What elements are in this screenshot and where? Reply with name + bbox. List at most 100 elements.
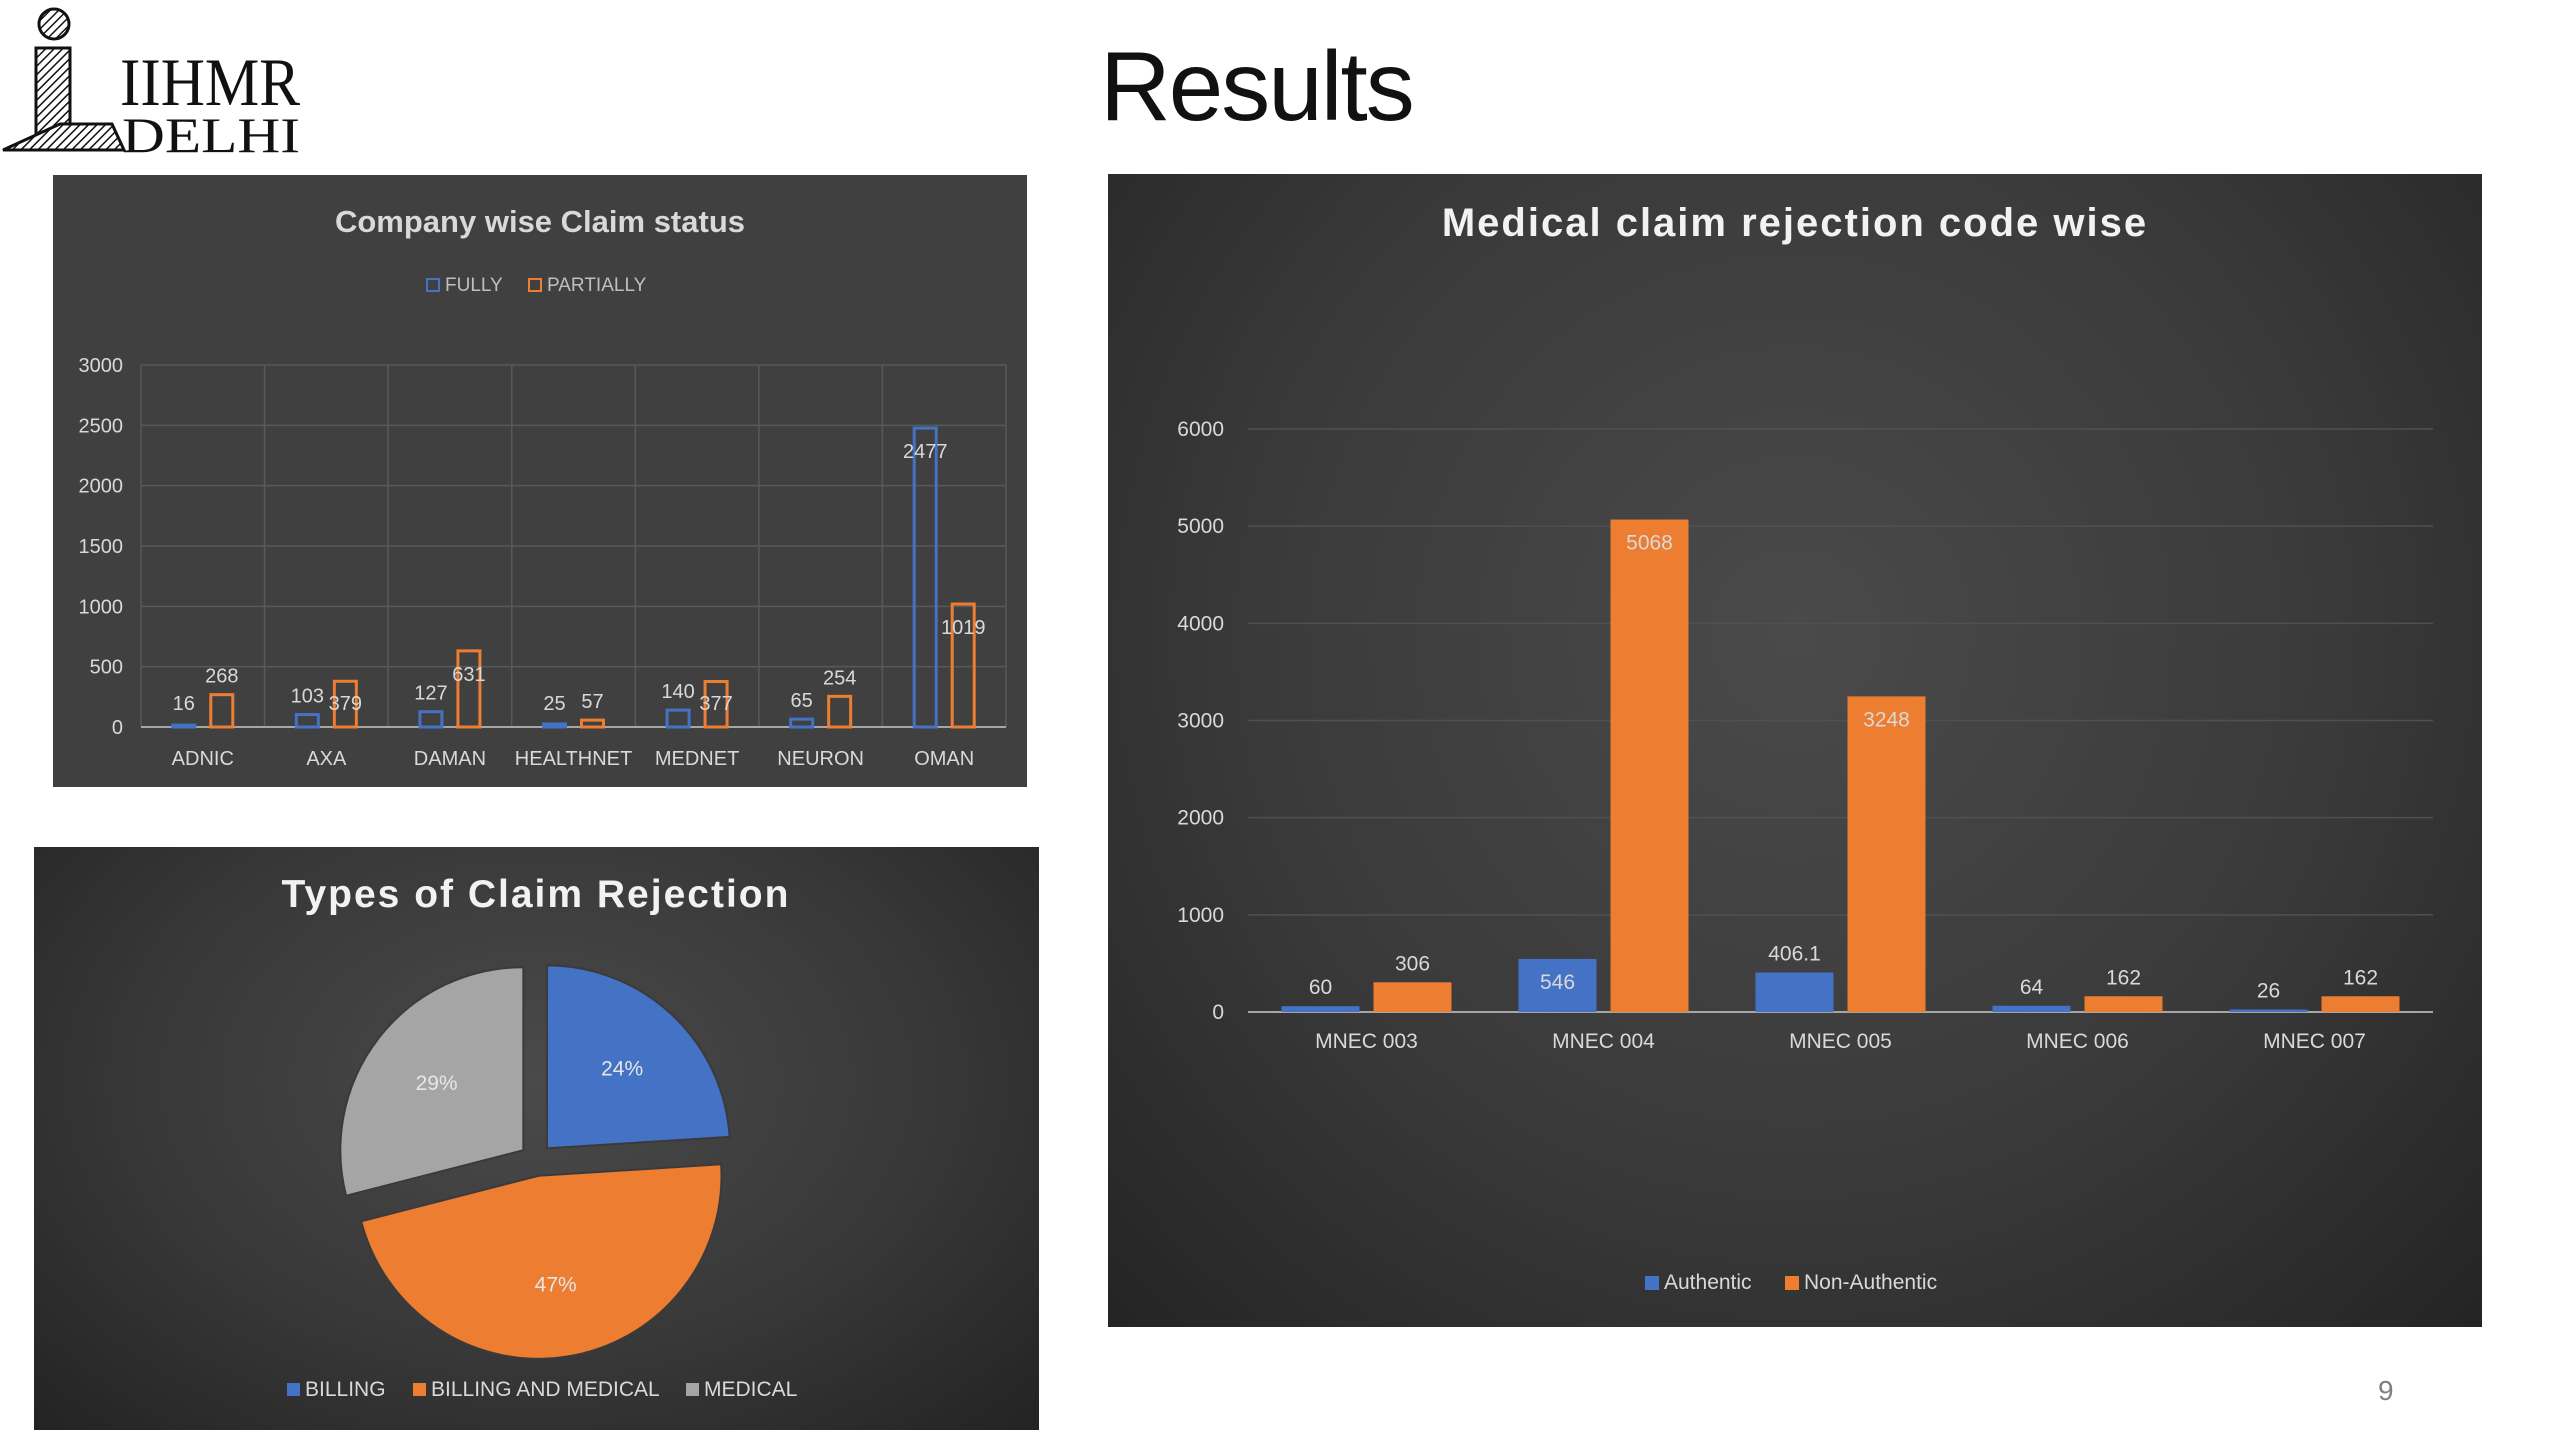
data-label: 1019: [941, 617, 986, 639]
legend-swatch-billing: [287, 1383, 300, 1396]
legend-swatch-medical: [686, 1383, 699, 1396]
bar-fully-healthnet: [542, 722, 567, 729]
y-tick-label: 3000: [1177, 710, 1224, 733]
bar-fully-daman: [418, 710, 444, 729]
legend-label-non-authentic: Non-Authentic: [1804, 1271, 1937, 1294]
data-label: 140: [661, 681, 694, 703]
data-label: 64: [2020, 976, 2044, 999]
data-label: 162: [2106, 966, 2141, 989]
bar-fully-adnic: [171, 723, 197, 729]
legend-label-billing-and-medical: BILLING AND MEDICAL: [431, 1378, 660, 1401]
legend: Authentic Non-Authentic: [1645, 1271, 1937, 1294]
data-label: 127: [414, 683, 447, 705]
data-label: 65: [791, 690, 813, 712]
rejection-code-chart: Medical claim rejection code wise 0 1000 2…: [1108, 174, 2482, 1327]
bar-authentic-mnec-003: [1281, 1006, 1360, 1012]
slide-number: 9: [2378, 1375, 2394, 1406]
y-tick-label: 4000: [1177, 612, 1224, 635]
slice-label: 29%: [416, 1072, 458, 1095]
y-tick-label: 1000: [1177, 904, 1224, 927]
pie-slice-medical: [339, 966, 525, 1197]
slice-label: 47%: [535, 1273, 577, 1296]
chart-title: Company wise Claim status: [335, 204, 745, 239]
bar-partially-mednet: [703, 680, 729, 729]
data-label: 25: [543, 693, 565, 715]
company-claim-status-chart: Company wise Claim status FULLY PARTIALL…: [53, 175, 1027, 787]
legend-swatch-non-authentic: [1785, 1276, 1799, 1290]
bar-partially-daman: [456, 649, 482, 729]
y-tick-label: 500: [90, 657, 123, 679]
bar-partially-oman: [950, 602, 976, 729]
legend-label-medical: MEDICAL: [704, 1378, 797, 1401]
legend-swatch-partially: [528, 278, 542, 292]
y-tick-label: 2000: [79, 476, 124, 498]
bar-authentic-mnec-007: [2229, 1009, 2308, 1012]
claim-rejection-types-chart: Types of Claim Rejection 24% 47% 29% BILLI…: [34, 847, 1039, 1430]
legend: BILLING BILLING AND MEDICAL MEDICAL: [287, 1378, 797, 1401]
bar-fully-neuron: [789, 717, 815, 729]
iihmr-delhi-logo: IIHMR DELHI: [0, 0, 310, 165]
data-label: 5068: [1626, 532, 1673, 555]
bar-partially-axa: [332, 679, 358, 729]
data-label: 57: [581, 691, 603, 713]
x-tick-label: HEALTHNET: [515, 748, 632, 770]
x-tick-label: MNEC 006: [2026, 1030, 2129, 1053]
y-tick-label: 5000: [1177, 515, 1224, 538]
bar-non-authentic-mnec-003: [1373, 982, 1452, 1012]
chart-title: Types of Claim Rejection: [282, 873, 791, 916]
data-label: 377: [699, 693, 732, 715]
data-label: 268: [205, 666, 238, 688]
bar-non-authentic-mnec-005: [1847, 696, 1926, 1012]
data-label: 16: [173, 693, 195, 715]
bar-non-authentic-mnec-004: [1610, 519, 1689, 1012]
data-label: 406.1: [1768, 943, 1821, 966]
x-tick-label: NEURON: [777, 748, 864, 770]
y-tick-label: 0: [112, 717, 123, 739]
x-tick-label: MNEC 004: [1552, 1030, 1655, 1053]
y-tick-label: 3000: [79, 355, 124, 377]
legend-label-fully: FULLY: [445, 275, 503, 296]
y-tick-label: 2000: [1177, 807, 1224, 830]
data-label: 26: [2257, 979, 2280, 1002]
y-tick-label: 1000: [79, 596, 124, 618]
y-tick-label: 2500: [79, 415, 124, 437]
bar-non-authentic-mnec-006: [2084, 996, 2163, 1012]
legend-label-billing: BILLING: [305, 1378, 386, 1401]
x-tick-label: DAMAN: [414, 748, 486, 770]
data-label: 60: [1309, 976, 1332, 999]
legend: FULLY PARTIALLY: [426, 275, 647, 296]
slice-label: 24%: [601, 1057, 643, 1080]
bar-non-authentic-mnec-007: [2321, 996, 2400, 1012]
x-tick-label: MNEC 003: [1315, 1030, 1418, 1053]
bar-authentic-mnec-005: [1755, 972, 1834, 1012]
pie-slice-billing-and-medical: [360, 1163, 723, 1360]
x-tick-label: ADNIC: [172, 748, 234, 770]
x-tick-label: MNEC 005: [1789, 1030, 1892, 1053]
bar-fully-mednet: [665, 708, 691, 729]
bar-partially-healthnet: [580, 718, 605, 729]
page-title: Results: [1100, 31, 1415, 141]
bar-partially-neuron: [827, 694, 853, 729]
chart-title: Medical claim rejection code wise: [1442, 201, 2148, 245]
data-label: 379: [329, 693, 362, 715]
data-label: 631: [452, 664, 485, 686]
data-label: 3248: [1863, 708, 1910, 731]
y-tick-label: 1500: [79, 536, 124, 558]
bar-authentic-mnec-004: [1518, 958, 1597, 1012]
legend-swatch-billing-and-medical: [413, 1383, 426, 1396]
data-label: 162: [2343, 966, 2378, 989]
bar-authentic-mnec-006: [1992, 1005, 2071, 1012]
legend-swatch-authentic: [1645, 1276, 1659, 1290]
legend-label-partially: PARTIALLY: [547, 275, 647, 296]
x-tick-label: MNEC 007: [2263, 1030, 2366, 1053]
data-label: 306: [1395, 952, 1430, 975]
y-tick-label: 6000: [1177, 418, 1224, 441]
logo-wordmark-bottom: DELHI: [122, 107, 300, 163]
bar-fully-oman: [912, 426, 938, 729]
data-label: 2477: [903, 441, 948, 463]
data-label: 546: [1540, 971, 1575, 994]
legend-swatch-fully: [426, 278, 440, 292]
x-tick-label: MEDNET: [655, 748, 739, 770]
legend-label-authentic: Authentic: [1664, 1271, 1752, 1294]
bar-partially-adnic: [209, 693, 235, 729]
